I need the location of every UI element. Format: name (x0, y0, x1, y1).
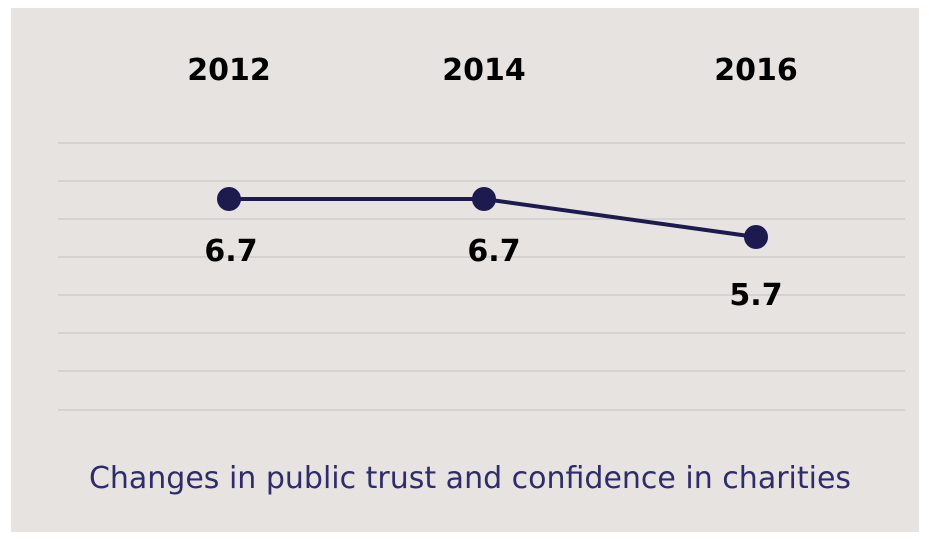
chart-panel (11, 8, 919, 532)
data-label: 5.7 (729, 278, 782, 313)
data-point (217, 187, 241, 211)
data-point (744, 225, 768, 249)
x-tick-label: 2012 (187, 53, 271, 88)
data-point (472, 187, 496, 211)
data-label: 6.7 (467, 234, 520, 269)
x-tick-labels: 2012 2014 2016 (187, 53, 798, 88)
chart-title: Changes in public trust and confidence i… (89, 461, 851, 496)
series-line (217, 187, 768, 249)
x-tick-label: 2016 (714, 53, 798, 88)
data-labels: 6.7 6.7 5.7 (204, 234, 782, 313)
x-tick-label: 2014 (442, 53, 526, 88)
grid-lines (58, 142, 905, 411)
data-label: 6.7 (204, 234, 257, 269)
